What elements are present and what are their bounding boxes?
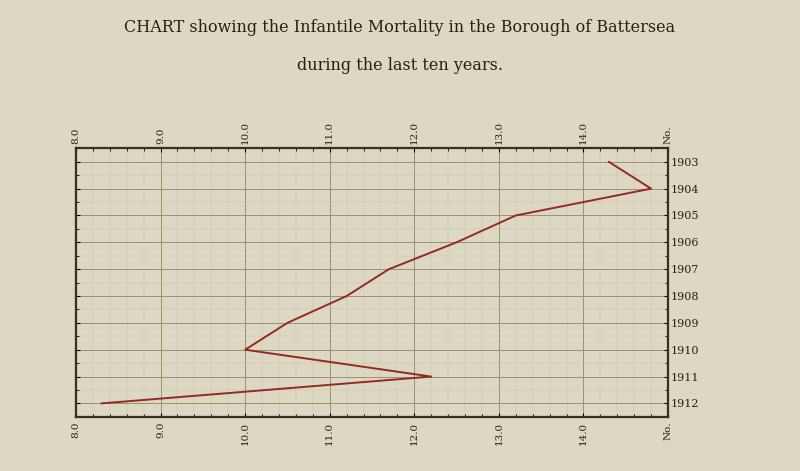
Text: CHART showing the Infantile Mortality in the Borough of Battersea: CHART showing the Infantile Mortality in… [125, 19, 675, 36]
Text: during the last ten years.: during the last ten years. [297, 57, 503, 73]
